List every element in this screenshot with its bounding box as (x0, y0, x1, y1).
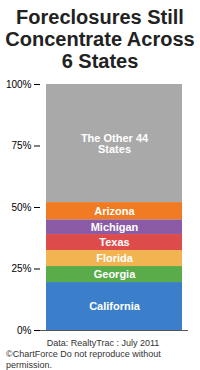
svg-text:100%: 100% (6, 79, 32, 90)
svg-text:Texas: Texas (99, 236, 129, 248)
svg-text:25%: 25% (11, 263, 31, 274)
svg-text:0%: 0% (17, 325, 32, 336)
svg-text:Arizona: Arizona (94, 205, 135, 217)
svg-text:Michigan: Michigan (91, 221, 139, 233)
svg-text:California: California (89, 300, 141, 312)
svg-text:50%: 50% (11, 202, 31, 213)
svg-text:75%: 75% (11, 140, 31, 151)
html-text:©ChartForce Do not reproduce w: ©ChartForce Do not reproduce without per… (6, 349, 161, 370)
svg-text:Georgia: Georgia (94, 268, 136, 280)
svg-text:Florida: Florida (96, 252, 134, 264)
html-text:Data: RealtyTrac : July 2011: Data: RealtyTrac : July 2011 (46, 338, 160, 348)
svg-text:The Other 44States: The Other 44States (81, 132, 149, 155)
html-text:Foreclosures Still Concentrate: Foreclosures Still Concentrate Across 6 … (5, 6, 195, 72)
